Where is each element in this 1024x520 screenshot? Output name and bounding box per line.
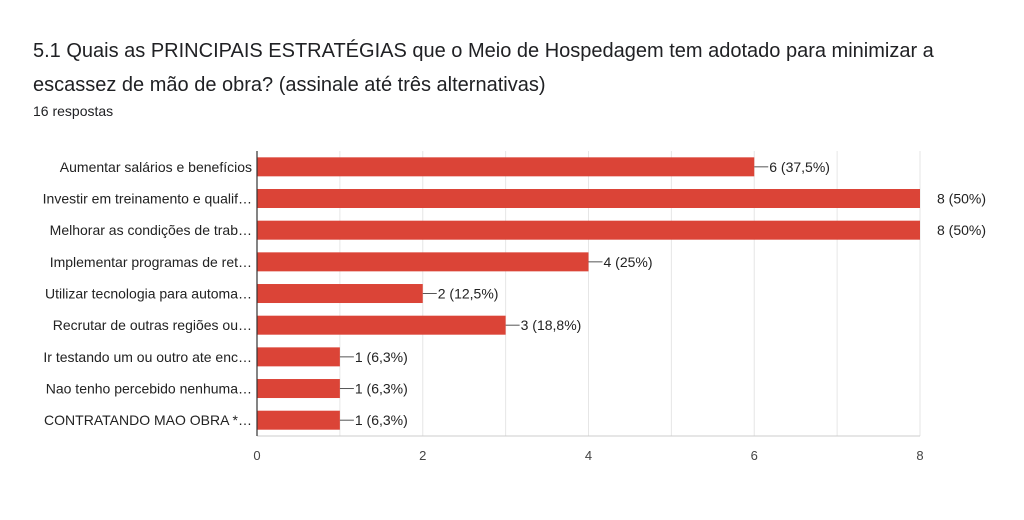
data-label: 1 (6,3%) bbox=[355, 381, 408, 397]
data-label: 1 (6,3%) bbox=[355, 349, 408, 365]
category-label: Aumentar salários e benefícios bbox=[60, 159, 252, 175]
x-tick-label: 0 bbox=[253, 448, 260, 463]
x-tick-label: 4 bbox=[585, 448, 592, 463]
category-label: Implementar programas de ret… bbox=[50, 254, 252, 270]
bar bbox=[257, 252, 589, 272]
data-label: 8 (50%) bbox=[937, 191, 986, 207]
bars bbox=[257, 157, 920, 430]
bar bbox=[257, 347, 340, 367]
category-label: CONTRATANDO MAO OBRA *… bbox=[44, 412, 252, 428]
category-label: Utilizar tecnologia para automa… bbox=[45, 286, 252, 302]
category-label: Ir testando um ou outro ate enc… bbox=[43, 349, 252, 365]
category-label: Nao tenho percebido nenhuma… bbox=[46, 381, 252, 397]
data-label: 3 (18,8%) bbox=[521, 317, 582, 333]
category-label: Melhorar as condições de trab… bbox=[50, 222, 252, 238]
axes: 0 2 4 6 8 Aumentar salários e benefícios 6 (37… bbox=[43, 151, 986, 463]
data-label: 2 (12,5%) bbox=[438, 286, 499, 302]
data-label: 4 (25%) bbox=[604, 254, 653, 270]
bar bbox=[257, 157, 755, 177]
bar bbox=[257, 220, 920, 240]
x-tick-label: 2 bbox=[419, 448, 426, 463]
category-label: Recrutar de outras regiões ou… bbox=[53, 317, 252, 333]
data-label: 6 (37,5%) bbox=[769, 159, 830, 175]
category-label: Investir em treinamento e qualif… bbox=[43, 191, 252, 207]
data-label: 1 (6,3%) bbox=[355, 412, 408, 428]
bar bbox=[257, 379, 340, 399]
bar bbox=[257, 284, 423, 304]
data-label: 8 (50%) bbox=[937, 222, 986, 238]
x-tick-label: 8 bbox=[916, 448, 923, 463]
response-count: 16 respostas bbox=[33, 103, 114, 119]
chart-title: 5.1 Quais as PRINCIPAIS ESTRATÉGIAS que … bbox=[33, 40, 934, 96]
bar bbox=[257, 189, 920, 209]
x-tick-label: 6 bbox=[751, 448, 758, 463]
bar bbox=[257, 410, 340, 430]
bar bbox=[257, 315, 506, 335]
